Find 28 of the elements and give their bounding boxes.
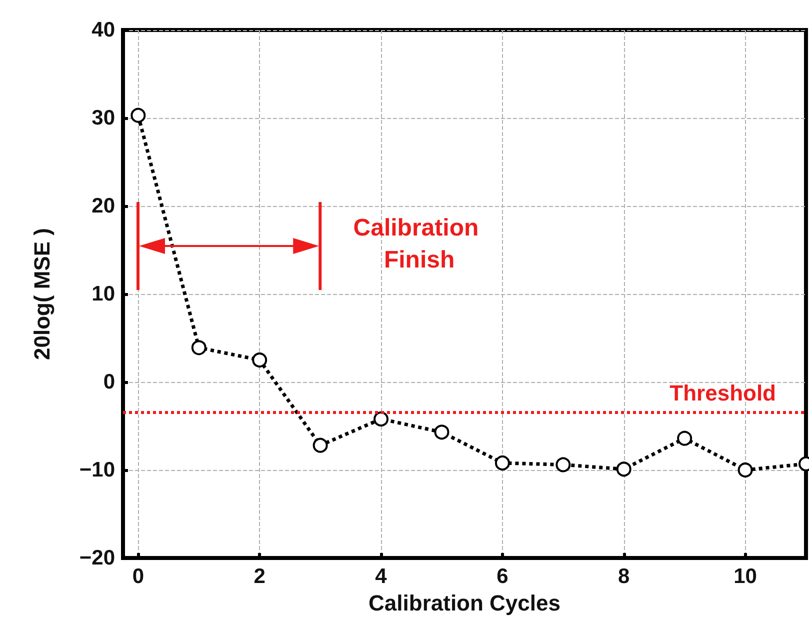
y-tick-label: −10 — [79, 458, 115, 482]
point — [130, 108, 146, 123]
y-tick-label: −20 — [79, 546, 115, 570]
y-tick-label: 20 — [92, 194, 115, 218]
point — [434, 424, 450, 440]
point — [738, 462, 753, 478]
point — [374, 411, 389, 426]
x-tick-label: 6 — [496, 565, 508, 588]
point — [494, 455, 510, 470]
x-axis-title: Calibration Cycles — [368, 590, 560, 616]
point — [677, 430, 692, 446]
point — [191, 340, 206, 356]
point — [616, 462, 632, 477]
y-tick-label: 10 — [92, 282, 115, 306]
ref-line-label: Threshold — [670, 380, 776, 406]
y-tick-label: 30 — [92, 106, 115, 130]
annotation: Calibration Finish — [353, 214, 486, 274]
y-axis-title: 20log( MSE ) — [30, 228, 54, 360]
point — [556, 457, 571, 472]
x-tick-label: 2 — [254, 565, 266, 588]
y-tick-label: 40 — [92, 18, 115, 42]
x-tick-label: 8 — [618, 565, 630, 588]
x-tick-label: 4 — [375, 565, 388, 588]
y-tick-label: 0 — [103, 370, 115, 394]
point — [252, 352, 268, 368]
x-tick-label: 10 — [734, 565, 757, 588]
point — [312, 438, 328, 453]
x-tick-label: 0 — [132, 565, 144, 588]
